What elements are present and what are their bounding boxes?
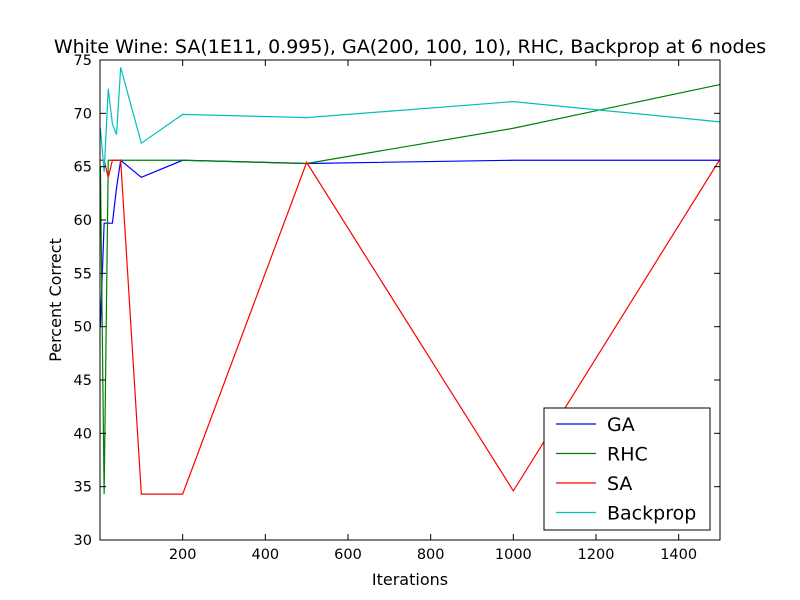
legend-label-sa: SA	[607, 473, 632, 495]
series-layer	[100, 67, 720, 495]
x-tick-label: 400	[251, 547, 279, 563]
ticks-layer: 200 400 600 800 1000 1200 1400 30 35 40 45 50 55 60 65…	[74, 53, 720, 563]
legend-label-ga: GA	[607, 414, 635, 436]
y-tick-label: 75	[74, 53, 92, 69]
series-line-backprop	[100, 67, 720, 173]
x-tick-label: 200	[169, 547, 197, 563]
legend-label-backprop: Backprop	[607, 503, 696, 525]
y-tick-label: 35	[74, 480, 92, 496]
y-tick-label: 60	[74, 213, 92, 229]
x-tick-label: 800	[417, 547, 445, 563]
x-tick-label: 600	[334, 547, 362, 563]
y-tick-label: 55	[74, 266, 92, 282]
x-tick-label: 1200	[578, 547, 615, 563]
legend: GA RHC SA Backprop	[543, 407, 711, 531]
x-axis-label: Iterations	[372, 570, 448, 589]
y-tick-label: 40	[74, 426, 92, 442]
series-line-ga	[100, 159, 720, 327]
y-tick-label: 70	[74, 106, 92, 122]
y-tick-label: 50	[74, 320, 92, 336]
series-line-sa	[100, 158, 720, 495]
x-tick-label: 1400	[660, 547, 697, 563]
y-tick-label: 45	[74, 373, 92, 389]
y-axis-label: Percent Correct	[46, 238, 65, 362]
y-tick-label: 65	[74, 160, 92, 176]
y-tick-label: 30	[74, 533, 92, 549]
x-tick-label: 1000	[495, 547, 532, 563]
legend-box	[543, 407, 711, 531]
plot-frame	[99, 59, 721, 541]
legend-label-rhc: RHC	[607, 444, 648, 466]
chart-title: White Wine: SA(1E11, 0.995), GA(200, 100…	[54, 36, 766, 58]
